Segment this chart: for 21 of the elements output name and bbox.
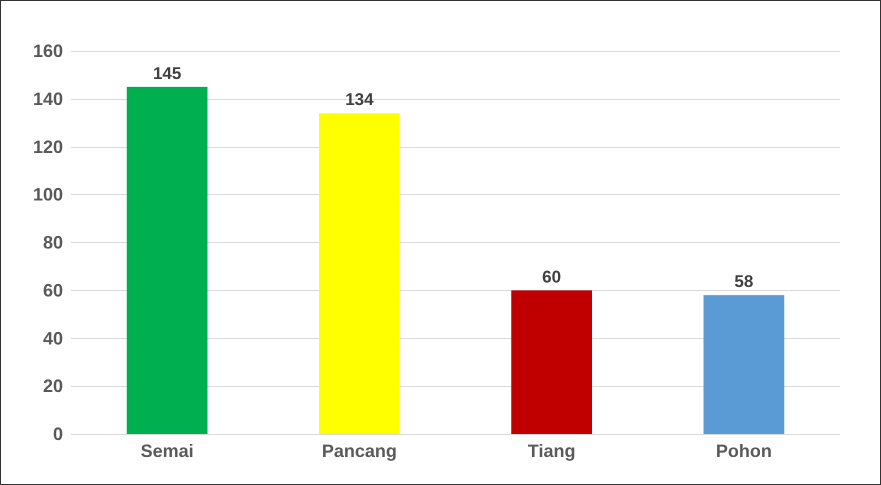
y-tick-label: 160: [32, 41, 63, 61]
x-tick-label: Semai: [140, 441, 194, 461]
bar: [126, 86, 208, 434]
x-tick-label: Tiang: [528, 441, 576, 461]
data-label: 145: [152, 64, 182, 83]
y-tick-label: 140: [32, 88, 63, 109]
bar: [511, 290, 592, 434]
data-label: 60: [542, 267, 562, 286]
bar: [704, 295, 784, 434]
y-tick-label: 120: [32, 136, 63, 157]
y-tick-label: 80: [42, 232, 63, 252]
y-tick-label: 20: [42, 376, 63, 396]
y-tick-label: 0: [52, 424, 63, 444]
data-label: 134: [345, 90, 374, 110]
y-tick-label: 60: [42, 280, 63, 300]
bar: [319, 113, 400, 434]
y-tick-label: 100: [32, 184, 63, 205]
y-tick-label: 40: [42, 328, 63, 348]
x-tick-label: Pohon: [716, 441, 772, 461]
data-label: 58: [734, 272, 754, 292]
x-tick-label: Pancang: [322, 441, 397, 461]
